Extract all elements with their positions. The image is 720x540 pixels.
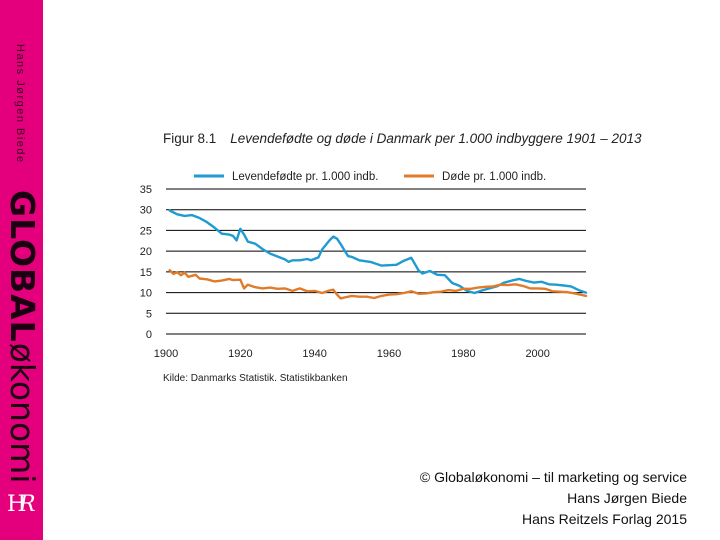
- sidebar-author: Hans Jørgen Biede: [14, 44, 26, 164]
- svg-text:R: R: [18, 492, 36, 517]
- series-line-1: [168, 209, 588, 295]
- y-tick-label: 15: [140, 267, 152, 279]
- series-lines: [168, 209, 588, 300]
- y-tick-label: 0: [146, 329, 152, 341]
- y-tick-label: 10: [140, 288, 152, 300]
- brand-light: økonomi: [3, 342, 42, 484]
- y-tick-labels: 35 30 25 20 15 10 5 0: [140, 184, 152, 341]
- x-tick-label: 1980: [451, 348, 475, 360]
- x-tick-label: 1900: [154, 348, 178, 360]
- legend-label: Levendefødte pr. 1.000 indb.: [232, 171, 378, 183]
- sidebar-brand: GLOBALøkonomi: [2, 190, 42, 483]
- gridlines: [166, 188, 586, 335]
- y-tick-label: 35: [140, 184, 152, 196]
- y-tick-label: 30: [140, 205, 152, 217]
- figure-number: Figur 8.1: [163, 131, 217, 146]
- x-tick-label: 2000: [525, 348, 549, 360]
- figure-caption: Levendefødte og døde i Danmark per 1.000…: [230, 131, 642, 146]
- footer-author: Hans Jørgen Biede: [567, 490, 687, 506]
- footer-publisher: Hans Reitzels Forlag 2015: [522, 511, 687, 527]
- brand-bold: GLOBAL: [3, 190, 42, 343]
- sidebar: Hans Jørgen Biede GLOBALøkonomi H R: [0, 0, 43, 540]
- x-tick-label: 1940: [302, 348, 326, 360]
- x-tick-label: 1920: [228, 348, 252, 360]
- figure-source: Kilde: Danmarks Statistik. Statistikbank…: [163, 373, 348, 384]
- svg-text:H: H: [7, 492, 26, 517]
- x-tick-label: 1960: [377, 348, 401, 360]
- hr-logo-icon: H R: [7, 492, 36, 517]
- x-tick-labels: 1900 1920 1940 1960 1980 2000: [154, 348, 550, 360]
- y-tick-label: 20: [140, 246, 152, 258]
- figure-title: Figur 8.1 Levendefødte og døde i Danmark …: [163, 131, 642, 146]
- legend-label: Døde pr. 1.000 indb.: [442, 171, 546, 183]
- y-tick-label: 5: [146, 308, 152, 320]
- legend: Levendefødte pr. 1.000 indb. Døde pr. 1.0…: [194, 171, 546, 183]
- y-tick-label: 25: [140, 225, 152, 237]
- footer-copyright: © Globaløkonomi – til marketing og servi…: [419, 469, 687, 485]
- footer: © Globaløkonomi – til marketing og servi…: [420, 467, 687, 530]
- series-line-2: [168, 269, 588, 300]
